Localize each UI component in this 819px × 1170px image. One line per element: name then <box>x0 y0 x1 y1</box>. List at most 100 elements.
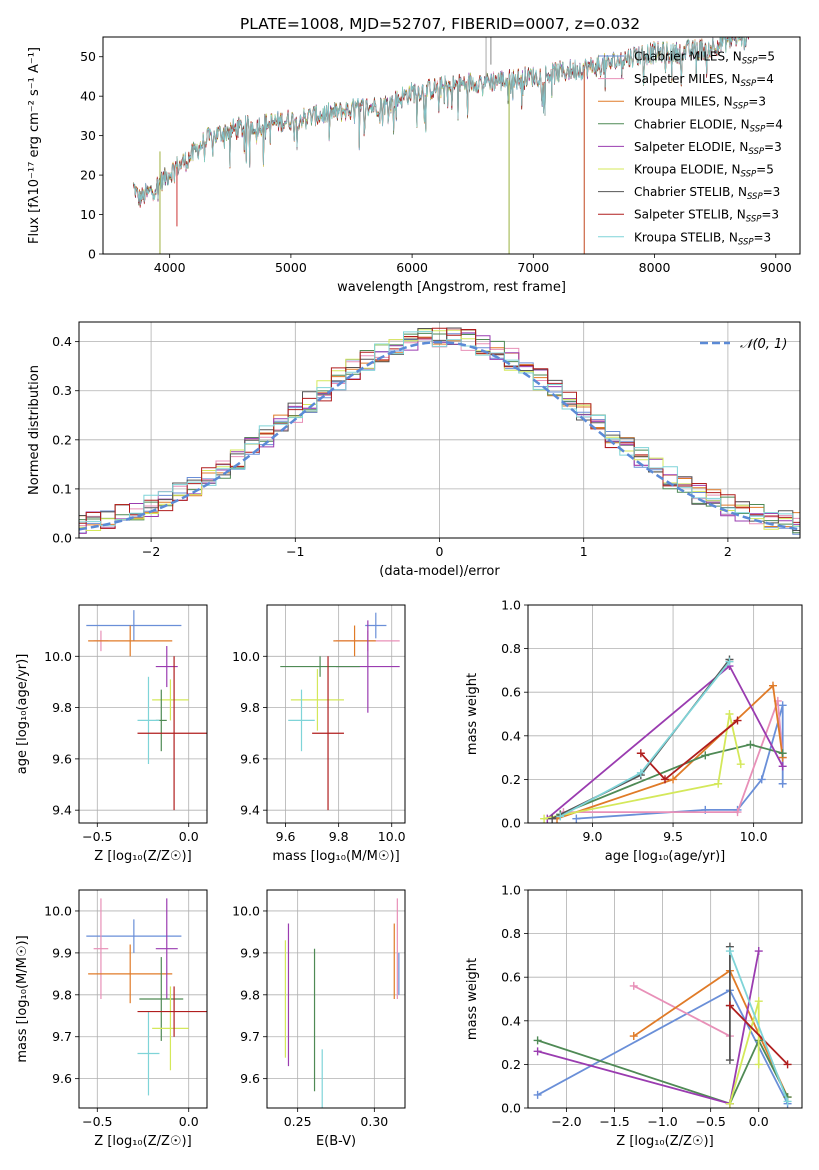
legend-label-main: Chabrier MILES, N <box>634 50 742 64</box>
weight-point-marker <box>572 814 581 823</box>
y-tick-label: 0.0 <box>501 1101 521 1116</box>
weight-point-marker <box>778 749 787 758</box>
y-tick-label: 9.4 <box>240 803 260 818</box>
legend-label-main: Kroupa MILES, N <box>634 95 733 109</box>
x-tick-label: 9000 <box>760 260 792 275</box>
legend-label-tail: =3 <box>763 185 781 199</box>
y-tick-label: 0.4 <box>501 728 521 743</box>
weight-point-marker <box>725 1056 734 1065</box>
x-tick-label: −0.5 <box>695 1114 725 1129</box>
y-tick-label: 9.6 <box>240 751 260 766</box>
legend-label-tail: =4 <box>765 117 783 131</box>
x-tick-label: 0.0 <box>749 1114 769 1129</box>
x-tick-label: 0.30 <box>360 1114 388 1129</box>
weight-point-marker <box>629 1032 638 1041</box>
x-tick-label: 0.0 <box>179 829 199 844</box>
x-tick-label: 9.8 <box>329 829 349 844</box>
y-tick-label: 0.8 <box>501 926 521 941</box>
errorbar-group <box>280 612 400 811</box>
legend-label-subscript: SSP <box>750 124 766 134</box>
y-tick-label: 0.2 <box>52 432 72 447</box>
age-vs-metallicity-panel: −0.5 0.0 9.4 9.6 9.8 10.0 Z [log₁₀(Z/Z☉)] age [… <box>15 604 208 864</box>
mass-vs-metallicity-panel: −0.5 0.0 9.6 9.7 9.8 9.9 10.0 Z [log₁₀(Z/Z☉)] ma… <box>15 889 208 1149</box>
y-tick-label: 1.0 <box>501 598 521 613</box>
x-tick-label: −0.5 <box>82 1114 112 1129</box>
y-axis-label: mass [log₁₀(M/M☉)] <box>15 935 30 1062</box>
gaussian-curve <box>79 340 800 531</box>
legend-label-tail: =3 <box>754 230 772 244</box>
legend-label-tail: =3 <box>748 95 766 109</box>
legend-label-main: Salpeter STELIB, N <box>634 208 746 222</box>
errorbar-group <box>86 610 207 811</box>
y-tick-label: 0.4 <box>501 1013 521 1028</box>
y-axis-label: age [log₁₀(age/yr)] <box>15 654 30 775</box>
weight-point-marker <box>778 762 787 771</box>
x-axis-label: (data-model)/error <box>379 564 500 579</box>
x-axis-label: wavelength [Angstrom, rest frame] <box>337 280 566 295</box>
y-tick-label: 0.6 <box>501 970 521 985</box>
weight-point-marker <box>733 808 742 817</box>
x-tick-label: 10.0 <box>378 829 406 844</box>
weight-point-marker <box>783 1097 792 1106</box>
weight-point-marker <box>548 814 557 823</box>
y-tick-label: 0.3 <box>52 383 72 398</box>
y-tick-label: 0.4 <box>52 334 72 349</box>
x-tick-label: 9.6 <box>276 829 296 844</box>
x-axis-label: Z [log₁₀(Z/Z☉)] <box>94 1134 191 1149</box>
x-tick-label: 2 <box>724 544 732 559</box>
weight-point-marker <box>725 1001 734 1010</box>
x-tick-label: 1 <box>580 544 588 559</box>
weight-point-marker <box>533 1090 542 1099</box>
y-tick-label: 10.0 <box>232 649 260 664</box>
y-tick-label: 50 <box>80 49 96 64</box>
errorbar-group <box>86 898 207 1096</box>
weight-point-marker <box>778 701 787 710</box>
histogram-series <box>79 327 800 531</box>
legend-label-main: Chabrier STELIB, N <box>634 185 747 199</box>
legend-label-main: Salpeter ELODIE, N <box>634 140 748 154</box>
axes-frame <box>527 889 803 1109</box>
legend-label-subscript: SSP <box>747 192 763 202</box>
axes-frame <box>78 889 208 1109</box>
legend-label: Chabrier STELIB, NSSP=3 <box>634 185 780 202</box>
x-axis-label: age [log₁₀(age/yr)] <box>605 849 726 864</box>
weight-series-line <box>729 1004 789 1066</box>
y-tick-label: 9.8 <box>52 987 72 1002</box>
chart-title: PLATE=1008, MJD=52707, FIBERID=0007, z=0… <box>240 15 640 33</box>
legend-label-tail: =3 <box>761 208 779 222</box>
weight-point-marker <box>725 1099 734 1108</box>
y-tick-label: 9.8 <box>240 987 260 1002</box>
axes-frame <box>266 889 406 1109</box>
x-tick-label: −1.5 <box>599 1114 629 1129</box>
y-tick-label: 9.8 <box>240 700 260 715</box>
legend-label-main: Salpeter MILES, N <box>634 72 741 86</box>
legend-label-tail: =5 <box>757 50 775 64</box>
x-tick-label: −1.0 <box>647 1114 677 1129</box>
weight-point-marker <box>757 775 766 784</box>
histogram-steps <box>79 327 800 535</box>
legend-label: Chabrier MILES, NSSP=5 <box>634 50 775 67</box>
legend-label: Salpeter MILES, NSSP=4 <box>634 72 774 89</box>
x-tick-label: 8000 <box>639 260 671 275</box>
legend-label-tail: =3 <box>764 140 782 154</box>
x-tick-label: 6000 <box>396 260 428 275</box>
y-axis-label: Normed distribution <box>27 365 42 495</box>
weight-point-marker <box>533 1047 542 1056</box>
weight-point-marker <box>733 716 742 725</box>
legend-label-subscript: SSP <box>741 79 757 89</box>
axes-frame <box>78 604 208 824</box>
weight-series-line <box>729 950 789 1102</box>
axes-frame <box>102 36 801 255</box>
spectrum-panel: 4000 5000 6000 7000 8000 9000 0 10 20 30 40 50 wavel… <box>27 15 801 295</box>
legend-label-tail: =4 <box>756 72 774 86</box>
y-tick-label: 9.4 <box>52 803 72 818</box>
y-tick-label: 0 <box>88 247 96 262</box>
weight-lines <box>540 655 787 823</box>
x-axis-label: Z [log₁₀(Z/Z☉)] <box>616 1134 713 1149</box>
spectrum-series-line <box>133 37 747 205</box>
axes-frame <box>266 604 406 824</box>
weight-point-marker <box>783 1060 792 1069</box>
y-tick-label: 9.7 <box>240 1029 260 1044</box>
x-tick-label: 0 <box>436 544 444 559</box>
